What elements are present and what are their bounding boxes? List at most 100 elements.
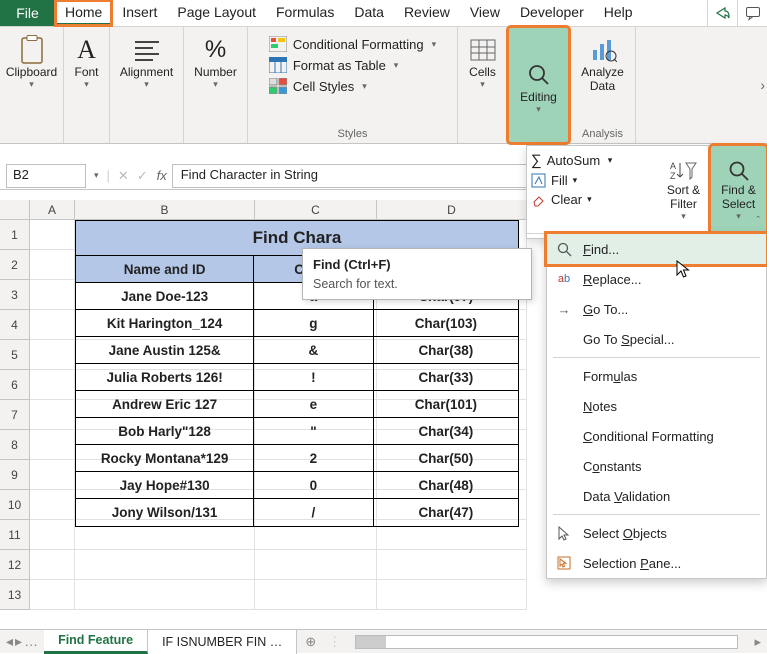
goto-icon: → — [555, 300, 573, 318]
clipboard-icon — [16, 34, 48, 66]
namebox-dropdown-icon[interactable]: ▾ — [90, 170, 103, 181]
confirm-edit-icon[interactable]: ✓ — [133, 168, 152, 184]
menu-cond-formatting[interactable]: Conditional Formatting — [547, 421, 766, 451]
styles-group-label: Styles — [338, 126, 368, 143]
menu-goto-special[interactable]: Go To Special... — [547, 324, 766, 354]
group-number: % Number▾ — [184, 27, 248, 143]
share-button[interactable] — [707, 0, 737, 26]
magnifier-icon — [723, 158, 755, 184]
fill-button[interactable]: Fill▾ — [531, 173, 652, 188]
menu-find[interactable]: Find... — [547, 234, 766, 264]
collapse-caret-icon[interactable]: ˆ — [756, 215, 760, 227]
row-header[interactable]: 12 — [0, 550, 30, 580]
tab-formulas[interactable]: Formulas — [266, 0, 344, 26]
find-select-menu: Find... ab Replace... → Go To... Go To S… — [546, 233, 767, 579]
table-row: Julia Roberts 126!!Char(33) — [76, 364, 518, 391]
alignment-icon — [131, 34, 163, 66]
pointer-icon — [555, 524, 573, 542]
row-header[interactable]: 13 — [0, 580, 30, 610]
conditional-formatting-button[interactable]: Conditional Formatting▾ — [267, 35, 438, 53]
menu-notes[interactable]: Notes — [547, 391, 766, 421]
row-header[interactable]: 10 — [0, 490, 30, 520]
clipboard-button[interactable]: Clipboard▾ — [3, 31, 60, 89]
sort-filter-button[interactable]: AZ Sort & Filter▾ — [656, 146, 711, 233]
cells-icon — [467, 34, 499, 66]
sheet-tab-active[interactable]: Find Feature — [44, 630, 148, 654]
row-header[interactable]: 5 — [0, 340, 30, 370]
group-clipboard: Clipboard▾ — [0, 27, 64, 143]
row-header[interactable]: 3 — [0, 280, 30, 310]
number-button[interactable]: % Number▾ — [191, 31, 240, 89]
menu-goto[interactable]: → Go To... — [547, 294, 766, 324]
name-box[interactable]: B2 — [6, 164, 86, 188]
row-header[interactable]: 4 — [0, 310, 30, 340]
cell-styles-button[interactable]: Cell Styles▾ — [267, 77, 438, 95]
cell-styles-icon — [269, 78, 287, 94]
sheet-nav[interactable]: ◂▸… — [0, 633, 44, 650]
group-cells: Cells▾ — [458, 27, 508, 143]
cancel-edit-icon[interactable]: ✕ — [114, 168, 133, 184]
tab-insert[interactable]: Insert — [112, 0, 167, 26]
menu-formulas[interactable]: Formulas — [547, 361, 766, 391]
eraser-icon — [531, 192, 546, 207]
header-name-id: Name and ID — [76, 256, 254, 282]
tooltip-title: Find (Ctrl+F) — [313, 257, 521, 272]
analysis-group-label: Analysis — [582, 126, 623, 143]
tab-view[interactable]: View — [460, 0, 510, 26]
file-tab[interactable]: File — [0, 0, 55, 26]
format-as-table-button[interactable]: Format as Table▾ — [267, 56, 438, 74]
clear-button[interactable]: Clear▾ — [531, 192, 652, 207]
analyze-data-button[interactable]: Analyze Data — [576, 31, 629, 94]
table-icon — [269, 57, 287, 73]
comments-button[interactable] — [737, 0, 767, 26]
tab-help[interactable]: Help — [594, 0, 643, 26]
selection-pane-icon — [555, 554, 573, 572]
row-header[interactable]: 6 — [0, 370, 30, 400]
sheet-tab-bar: ◂▸… Find Feature IF ISNUMBER FIN … ⊕ ⋮ ▸ — [0, 629, 767, 653]
analyze-icon — [587, 34, 619, 66]
row-header[interactable]: 7 — [0, 400, 30, 430]
editing-button[interactable]: Editing▾ — [508, 27, 569, 143]
row-header[interactable]: 1 — [0, 220, 30, 250]
autosum-button[interactable]: ∑ AutoSum ▾ — [531, 152, 652, 169]
table-row: Bob Harly"128"Char(34) — [76, 418, 518, 445]
sheet-tab-other[interactable]: IF ISNUMBER FIN … — [148, 630, 297, 654]
cells-label: Cells — [469, 66, 496, 80]
tab-developer[interactable]: Developer — [510, 0, 594, 26]
menu-constants[interactable]: Constants — [547, 451, 766, 481]
tab-review[interactable]: Review — [394, 0, 460, 26]
table-row: Jane Austin 125&&Char(38) — [76, 337, 518, 364]
tab-home[interactable]: Home — [55, 0, 112, 26]
table-row: Jony Wilson/131/Char(47) — [76, 499, 518, 526]
tab-data[interactable]: Data — [344, 0, 394, 26]
tooltip-body: Search for text. — [313, 277, 521, 291]
col-header-c[interactable]: C — [255, 200, 377, 219]
horizontal-scrollbar[interactable] — [355, 635, 738, 649]
select-all-corner[interactable] — [0, 200, 30, 219]
menu-data-validation[interactable]: Data Validation — [547, 481, 766, 511]
ribbon-overflow-icon[interactable]: › — [760, 77, 765, 93]
group-editing: Editing▾ — [508, 27, 570, 143]
table-row: Andrew Eric 127eChar(101) — [76, 391, 518, 418]
row-header[interactable]: 9 — [0, 460, 30, 490]
row-header[interactable]: 2 — [0, 250, 30, 280]
col-header-a[interactable]: A — [30, 200, 75, 219]
svg-text:Z: Z — [670, 171, 676, 181]
row-header[interactable]: 8 — [0, 430, 30, 460]
cells-button[interactable]: Cells▾ — [464, 31, 502, 89]
menu-selection-pane[interactable]: Selection Pane... — [547, 548, 766, 578]
col-header-b[interactable]: B — [75, 200, 255, 219]
col-header-d[interactable]: D — [377, 200, 527, 219]
tab-page-layout[interactable]: Page Layout — [167, 0, 266, 26]
magnifier-icon — [523, 59, 555, 91]
group-font: A Font▾ — [64, 27, 110, 143]
row-header[interactable]: 11 — [0, 520, 30, 550]
font-button[interactable]: A Font▾ — [68, 31, 106, 89]
menu-replace[interactable]: ab Replace... — [547, 264, 766, 294]
alignment-button[interactable]: Alignment▾ — [117, 31, 176, 89]
fx-icon[interactable]: fx — [152, 168, 172, 183]
menu-select-objects[interactable]: Select Objects — [547, 518, 766, 548]
clipboard-label: Clipboard — [6, 66, 57, 80]
add-sheet-button[interactable]: ⊕ — [297, 634, 324, 650]
editing-label: Editing — [520, 91, 557, 105]
